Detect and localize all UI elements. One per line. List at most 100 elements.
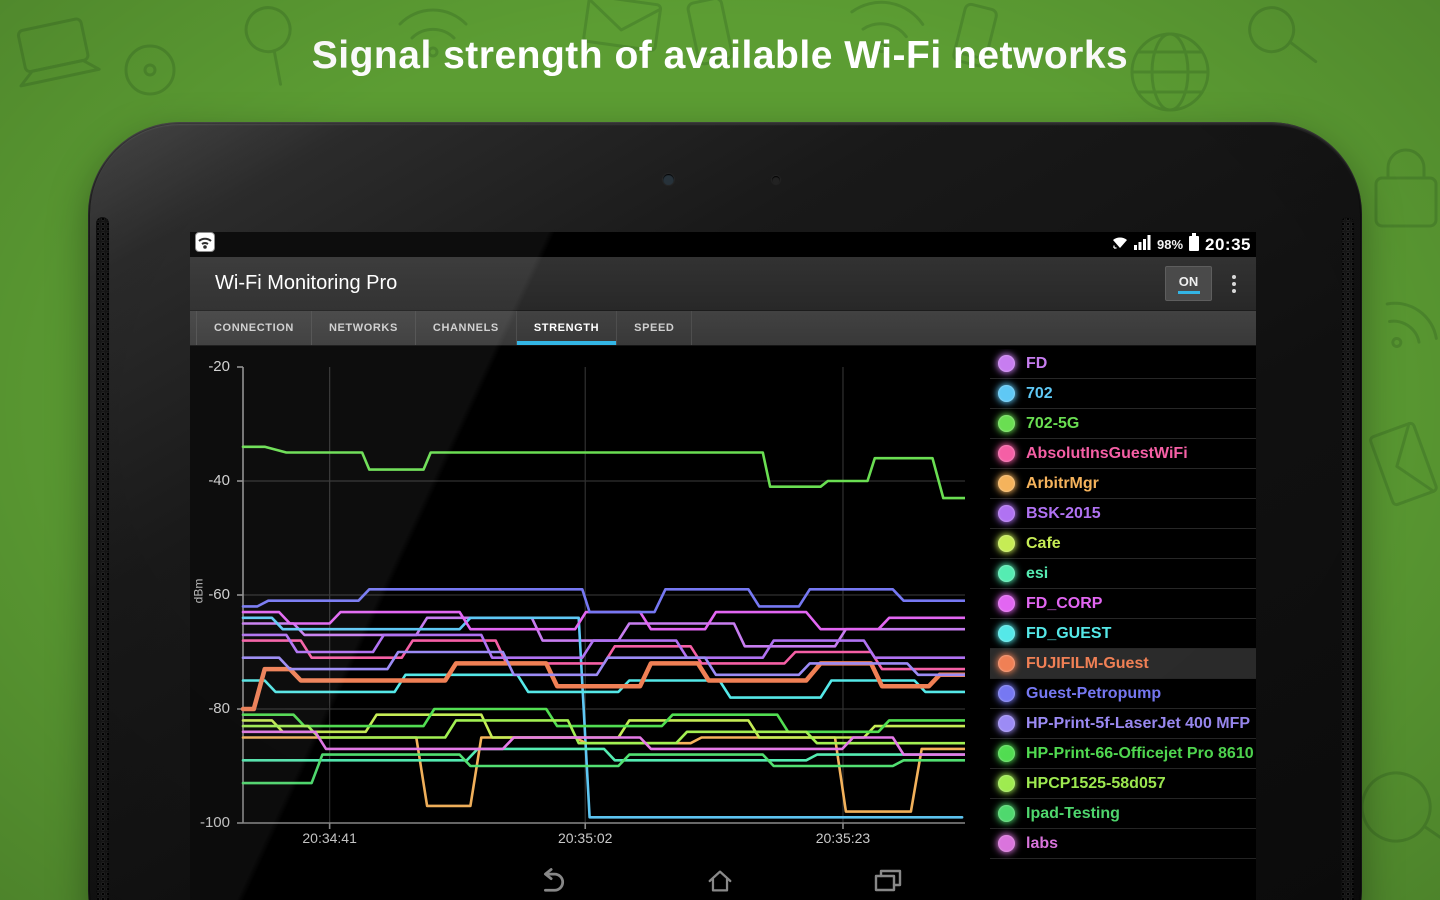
legend-row-fd-corp[interactable]: FD_CORP bbox=[990, 589, 1256, 619]
legend-row-ipad-testing[interactable]: Ipad-Testing bbox=[990, 799, 1256, 829]
status-battery-icon bbox=[1188, 233, 1200, 256]
overflow-menu-icon[interactable] bbox=[1226, 269, 1242, 299]
legend-network-name: HP-Print-5f-LaserJet 400 MFP bbox=[1026, 714, 1251, 732]
envelope-icon bbox=[1357, 414, 1440, 515]
y-tick-label: -40 bbox=[208, 472, 230, 489]
laptop-icon bbox=[0, 7, 114, 111]
y-tick-label: -100 bbox=[199, 814, 230, 831]
legend-row-esi[interactable]: esi bbox=[990, 559, 1256, 589]
legend-row-702-5g[interactable]: 702-5G bbox=[990, 409, 1256, 439]
status-wifi-icon bbox=[1111, 234, 1129, 255]
legend-row-absolutinsguestwifi[interactable]: AbsolutInsGuestWiFi bbox=[990, 439, 1256, 469]
x-tick-label: 20:35:02 bbox=[557, 830, 613, 846]
series-line-fd bbox=[241, 616, 965, 648]
page-title: Signal strength of available Wi-Fi netwo… bbox=[311, 34, 1129, 77]
legend-row-702[interactable]: 702 bbox=[990, 379, 1256, 409]
phone-icon bbox=[944, 0, 1005, 81]
legend-color-dot bbox=[998, 595, 1015, 612]
legend-row-guest-petropump[interactable]: Guest-Petropump bbox=[990, 679, 1256, 709]
speaker-grille-right bbox=[1341, 217, 1354, 900]
legend-network-name: HP-Print-66-Officejet Pro 8610 bbox=[1026, 744, 1254, 762]
tab-networks[interactable]: NETWORKS bbox=[312, 311, 416, 345]
series-line-702-5g bbox=[241, 445, 965, 500]
series-line-bsk-2015 bbox=[241, 633, 965, 660]
envelope-icon bbox=[576, 0, 668, 63]
tab-bar: CONNECTION NETWORKS CHANNELS STRENGTH SPEED bbox=[190, 311, 1256, 346]
legend-network-name: Cafe bbox=[1026, 534, 1061, 552]
legend-row-bsk-2015[interactable]: BSK-2015 bbox=[990, 499, 1256, 529]
recents-button-icon[interactable] bbox=[873, 867, 903, 895]
magnifier-icon bbox=[214, 0, 319, 102]
legend-color-dot bbox=[998, 655, 1015, 672]
legend-color-dot bbox=[998, 745, 1015, 762]
battery-percent: 98% bbox=[1156, 237, 1184, 252]
legend-row-hp-print-66-officejet-pro-8610[interactable]: HP-Print-66-Officejet Pro 8610 bbox=[990, 739, 1256, 769]
signal-strength-chart bbox=[237, 366, 965, 829]
legend-color-dot bbox=[998, 775, 1015, 792]
magnifier-icon bbox=[1228, 0, 1330, 97]
home-button-icon[interactable] bbox=[705, 867, 735, 895]
legend-row-fujifilm-guest[interactable]: FUJIFILM-Guest bbox=[990, 649, 1256, 679]
wifi-icon bbox=[832, 0, 940, 73]
legend-network-name: 702 bbox=[1026, 384, 1053, 402]
phone-icon bbox=[680, 0, 741, 79]
legend-color-dot bbox=[998, 715, 1015, 732]
lock-icon bbox=[1362, 138, 1440, 239]
legend-color-dot bbox=[998, 535, 1015, 552]
legend-color-dot bbox=[998, 625, 1015, 642]
legend-network-name: FD_GUEST bbox=[1026, 624, 1112, 642]
legend-color-dot bbox=[998, 355, 1015, 372]
legend-row-hp-print-5f-laserjet-400-mfp[interactable]: HP-Print-5f-LaserJet 400 MFP bbox=[990, 709, 1256, 739]
light-sensor bbox=[772, 176, 780, 184]
series-line-fujifilm-guest bbox=[240, 661, 965, 712]
tab-connection[interactable]: CONNECTION bbox=[196, 311, 312, 345]
wifi-icon bbox=[388, 0, 478, 69]
magnifier-icon bbox=[1339, 748, 1440, 887]
series-line-hp-print-66-officejet-pro-8610 bbox=[241, 707, 965, 734]
tablet-screen: 98% 20:35 Wi-Fi Monitoring Pro ON CONNEC… bbox=[190, 232, 1256, 900]
system-nav-bar bbox=[190, 862, 1256, 900]
legend-color-dot bbox=[998, 415, 1015, 432]
status-signal-icon bbox=[1133, 234, 1152, 255]
series-line-fd-corp bbox=[241, 610, 965, 631]
wifi-icon bbox=[1355, 275, 1440, 377]
y-tick-label: -60 bbox=[208, 586, 230, 603]
tab-channels[interactable]: CHANNELS bbox=[416, 311, 517, 345]
legend-row-cafe[interactable]: Cafe bbox=[990, 529, 1256, 559]
wifi-notification-icon[interactable] bbox=[195, 232, 215, 257]
legend-color-dot bbox=[998, 565, 1015, 582]
signal-circle-icon bbox=[118, 38, 182, 107]
legend-row-arbitrmgr[interactable]: ArbitrMgr bbox=[990, 469, 1256, 499]
series-line-labs bbox=[241, 730, 965, 756]
legend-color-dot bbox=[998, 505, 1015, 522]
legend-network-name: labs bbox=[1026, 834, 1059, 852]
legend-color-dot bbox=[998, 385, 1015, 402]
app-title: Wi-Fi Monitoring Pro bbox=[215, 272, 398, 294]
legend-row-fd[interactable]: FD bbox=[990, 349, 1256, 379]
legend-color-dot bbox=[998, 445, 1015, 462]
legend-color-dot bbox=[998, 475, 1015, 492]
y-tick-label: -80 bbox=[208, 700, 230, 717]
status-bar: 98% 20:35 bbox=[190, 232, 1256, 257]
legend-color-dot bbox=[998, 805, 1015, 822]
legend-network-name: BSK-2015 bbox=[1026, 504, 1101, 522]
legend-network-name: 702-5G bbox=[1026, 414, 1080, 432]
monitoring-on-toggle[interactable]: ON bbox=[1165, 266, 1212, 301]
x-tick-label: 20:35:23 bbox=[815, 830, 871, 846]
back-button-icon[interactable] bbox=[535, 867, 565, 895]
legend-network-name: FUJIFILM-Guest bbox=[1026, 654, 1149, 672]
action-bar: Wi-Fi Monitoring Pro ON bbox=[190, 257, 1256, 311]
network-legend-list: FD 702 702-5G AbsolutInsGuestWiFi ArbitrMgr B… bbox=[990, 349, 1256, 862]
legend-row-labs[interactable]: labs bbox=[990, 829, 1256, 859]
legend-color-dot bbox=[998, 685, 1015, 702]
status-time: 20:35 bbox=[1205, 234, 1251, 254]
tablet-device: 98% 20:35 Wi-Fi Monitoring Pro ON CONNEC… bbox=[88, 122, 1362, 900]
tab-strength[interactable]: STRENGTH bbox=[516, 311, 618, 345]
series-line-guest-petropump bbox=[241, 588, 965, 614]
legend-row-hpcp1525-58d057[interactable]: HPCP1525-58d057 bbox=[990, 769, 1256, 799]
legend-row-fd-guest[interactable]: FD_GUEST bbox=[990, 619, 1256, 649]
tab-speed[interactable]: SPEED bbox=[617, 311, 693, 345]
y-tick-label: -20 bbox=[208, 358, 230, 375]
legend-network-name: esi bbox=[1026, 564, 1049, 582]
toggle-label: ON bbox=[1178, 273, 1199, 289]
